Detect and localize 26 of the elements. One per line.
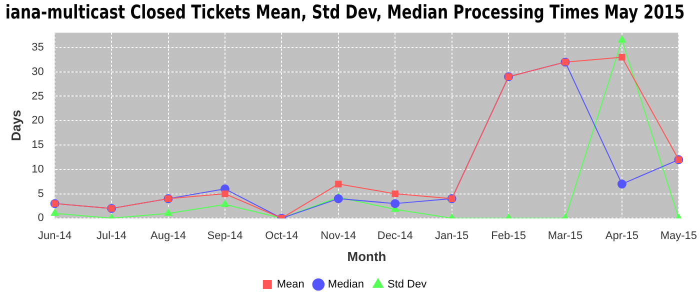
- x-tick-label: Mar-15: [548, 230, 583, 242]
- x-tick-label: Oct-14: [265, 230, 298, 242]
- legend-label: Std Dev: [387, 278, 428, 291]
- y-tick-label: 0: [38, 212, 44, 224]
- y-tick-label: 15: [32, 139, 44, 152]
- x-tick-label: Aug-14: [150, 230, 186, 242]
- y-tick-label: 35: [32, 41, 44, 54]
- y-axis-title: Days: [8, 110, 24, 142]
- x-tick-label: Nov-14: [320, 230, 356, 242]
- y-tick-label: 25: [32, 90, 44, 102]
- x-tick-label: Dec-14: [377, 230, 413, 242]
- x-tick-label: Jan-15: [434, 230, 469, 242]
- y-tick-label: 5: [38, 188, 44, 200]
- chart-title: iana-multicast Closed Tickets Mean, Std Dev, Median Processing Times May 2015: [5, 2, 685, 24]
- legend-label: Mean: [276, 278, 304, 291]
- x-tick-label: Apr-15: [605, 230, 638, 242]
- legend-label: Median: [328, 278, 364, 291]
- x-tick-label: Feb-15: [491, 230, 526, 242]
- x-tick-label: Sep-14: [207, 230, 243, 242]
- x-tick-label: Jun-14: [38, 230, 72, 242]
- x-axis-title: Month: [347, 248, 386, 264]
- y-tick-label: 30: [32, 66, 44, 78]
- x-tick-label: Jul-14: [96, 230, 127, 242]
- y-tick-label: 20: [32, 114, 44, 127]
- x-tick-label: May-15: [660, 230, 698, 242]
- y-tick-label: 10: [32, 163, 44, 176]
